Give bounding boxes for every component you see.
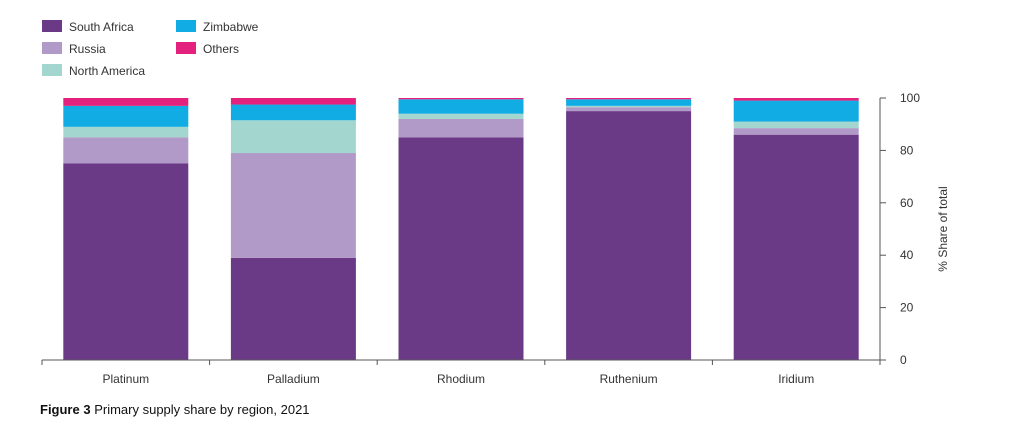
- bar-palladium-south-africa: [230, 257, 356, 360]
- bar-rhodium-zimbabwe: [398, 99, 524, 114]
- bar-platinum-russia: [63, 137, 189, 164]
- bar-iridium-russia: [733, 128, 859, 135]
- bar-ruthenium-russia: [566, 107, 692, 112]
- y-tick-label-0: 0: [900, 353, 907, 367]
- y-tick-label-80: 80: [900, 143, 914, 157]
- x-tick-label-platinum: Platinum: [102, 372, 149, 386]
- y-axis-title: % Share of total: [936, 186, 950, 271]
- legend-label-russia: Russia: [69, 42, 106, 56]
- axes: Platinum Palladium Rhodium Ruthenium Iridium…: [41, 91, 950, 386]
- bar-rhodium-north-america: [398, 113, 524, 119]
- bar-ruthenium-zimbabwe: [566, 99, 692, 106]
- bar-ruthenium-others: [566, 98, 692, 100]
- legend-swatch-zimbabwe: [176, 20, 196, 32]
- figure-caption: Figure 3 Primary supply share by region,…: [40, 402, 310, 417]
- legend-swatch-south-africa: [42, 20, 62, 32]
- x-tick-label-iridium: Iridium: [778, 372, 814, 386]
- bars: [63, 98, 859, 360]
- bar-rhodium-russia: [398, 118, 524, 138]
- legend-swatch-north-america: [42, 64, 62, 76]
- bar-palladium-north-america: [230, 120, 356, 154]
- legend-label-zimbabwe: Zimbabwe: [203, 20, 259, 34]
- y-tick-label-40: 40: [900, 248, 914, 262]
- legend-swatch-russia: [42, 42, 62, 54]
- legend-swatch-others: [176, 42, 196, 54]
- legend: South Africa Russia North America Zimbabwe O…: [42, 20, 259, 78]
- bar-rhodium-south-africa: [398, 137, 524, 360]
- bar-iridium-north-america: [733, 121, 859, 129]
- figure-label: Figure 3: [40, 402, 91, 417]
- x-tick-label-palladium: Palladium: [267, 372, 320, 386]
- figure-caption-text: Primary supply share by region, 2021: [94, 402, 310, 417]
- bar-iridium-zimbabwe: [733, 100, 859, 122]
- y-tick-label-100: 100: [900, 91, 920, 105]
- bar-palladium-others: [230, 98, 356, 105]
- bar-platinum-north-america: [63, 126, 189, 138]
- bar-platinum-others: [63, 98, 189, 106]
- x-tick-label-rhodium: Rhodium: [437, 372, 485, 386]
- bar-rhodium-others: [398, 98, 524, 100]
- bar-ruthenium-south-africa: [566, 111, 692, 360]
- bar-platinum-south-africa: [63, 163, 189, 360]
- bar-iridium-south-africa: [733, 134, 859, 360]
- bar-palladium-russia: [230, 153, 356, 258]
- bar-palladium-zimbabwe: [230, 104, 356, 121]
- legend-label-north-america: North America: [69, 64, 145, 78]
- legend-label-south-africa: South Africa: [69, 20, 134, 34]
- x-tick-label-ruthenium: Ruthenium: [600, 372, 658, 386]
- bar-ruthenium-north-america: [566, 105, 692, 108]
- bar-platinum-zimbabwe: [63, 105, 189, 127]
- bar-iridium-others: [733, 98, 859, 101]
- y-tick-label-60: 60: [900, 196, 914, 210]
- y-tick-label-20: 20: [900, 301, 914, 315]
- legend-label-others: Others: [203, 42, 239, 56]
